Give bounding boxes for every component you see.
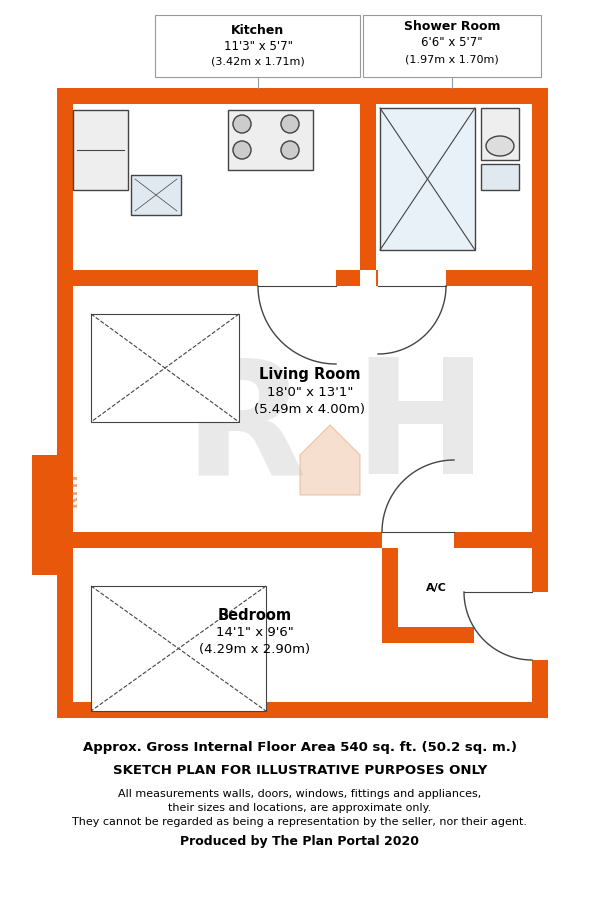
Bar <box>481 164 519 190</box>
Polygon shape <box>300 425 360 495</box>
Bar <box>481 108 519 160</box>
Bar <box>131 175 181 215</box>
Text: Living Room: Living Room <box>259 367 361 382</box>
Bar <box>73 110 128 190</box>
Circle shape <box>233 141 251 159</box>
Text: Kitchen: Kitchen <box>232 23 284 37</box>
Text: (1.97m x 1.70m): (1.97m x 1.70m) <box>405 54 499 64</box>
Bar <box>91 314 239 422</box>
Text: Bedroom: Bedroom <box>218 608 292 623</box>
Text: 14'1" x 9'6": 14'1" x 9'6" <box>216 626 294 640</box>
Bar <box>32 455 73 575</box>
Text: (3.42m x 1.71m): (3.42m x 1.71m) <box>211 57 305 67</box>
Text: R: R <box>184 353 307 508</box>
Ellipse shape <box>486 136 514 156</box>
Bar <box>376 270 532 286</box>
Bar <box>73 270 360 286</box>
Text: (5.49m x 4.00m): (5.49m x 4.00m) <box>254 403 365 417</box>
Bar <box>532 88 548 718</box>
Text: 11'3" x 5'7": 11'3" x 5'7" <box>223 40 293 52</box>
Text: A/C: A/C <box>425 582 446 592</box>
Text: RTH: RTH <box>65 472 79 508</box>
Bar <box>363 15 541 77</box>
Text: H: H <box>353 353 487 508</box>
Bar <box>57 88 548 718</box>
Circle shape <box>281 115 299 133</box>
Bar <box>382 532 454 548</box>
Bar <box>57 702 548 718</box>
Text: They cannot be regarded as being a representation by the seller, nor their agent: They cannot be regarded as being a repre… <box>73 817 527 827</box>
Text: 6'6" x 5'7": 6'6" x 5'7" <box>421 37 483 50</box>
Bar <box>532 592 548 660</box>
Text: 18'0" x 13'1": 18'0" x 13'1" <box>267 386 353 400</box>
Bar <box>398 548 474 627</box>
Bar <box>57 88 73 718</box>
Bar <box>155 15 360 77</box>
Text: All measurements walls, doors, windows, fittings and appliances,: All measurements walls, doors, windows, … <box>118 789 482 799</box>
Text: Shower Room: Shower Room <box>404 21 500 33</box>
Bar <box>228 110 313 170</box>
Bar <box>378 270 446 286</box>
Bar <box>91 586 266 711</box>
Text: their sizes and locations, are approximate only.: their sizes and locations, are approxima… <box>169 803 431 813</box>
Text: Produced by The Plan Portal 2020: Produced by The Plan Portal 2020 <box>181 834 419 848</box>
Text: SKETCH PLAN FOR ILLUSTRATIVE PURPOSES ONLY: SKETCH PLAN FOR ILLUSTRATIVE PURPOSES ON… <box>113 763 487 777</box>
Text: Approx. Gross Internal Floor Area 540 sq. ft. (50.2 sq. m.): Approx. Gross Internal Floor Area 540 sq… <box>83 742 517 754</box>
Bar <box>380 108 475 250</box>
Circle shape <box>233 115 251 133</box>
Bar <box>57 88 548 104</box>
Text: (4.29m x 2.90m): (4.29m x 2.90m) <box>199 644 311 656</box>
Bar <box>258 270 336 286</box>
Bar <box>360 104 376 270</box>
Circle shape <box>281 141 299 159</box>
Bar <box>73 532 532 548</box>
Bar <box>382 548 474 643</box>
